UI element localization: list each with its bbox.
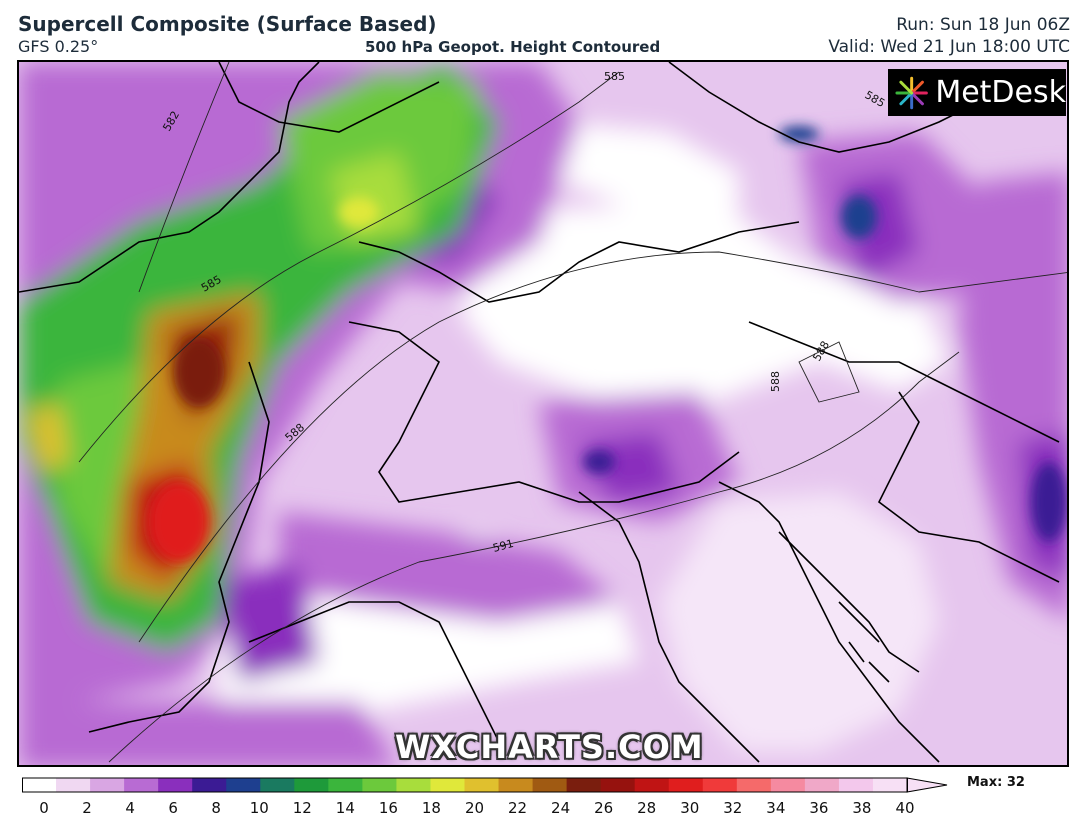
scale-tick-label: 26 bbox=[594, 799, 613, 817]
scale-tick-label: 0 bbox=[39, 799, 49, 817]
color-swatch bbox=[873, 778, 908, 792]
color-swatch bbox=[226, 778, 261, 792]
color-swatch bbox=[839, 778, 874, 792]
color-swatch bbox=[56, 778, 91, 792]
scale-tick-label: 32 bbox=[723, 799, 742, 817]
valid-time: Valid: Wed 21 Jun 18:00 UTC bbox=[828, 37, 1070, 57]
scale-tick-label: 2 bbox=[82, 799, 92, 817]
color-swatch bbox=[90, 778, 125, 792]
model-label: GFS 0.25° bbox=[18, 37, 98, 56]
color-swatch bbox=[533, 778, 568, 792]
scale-tick-label: 28 bbox=[637, 799, 656, 817]
scale-tick-label: 4 bbox=[125, 799, 135, 817]
color-swatch bbox=[669, 778, 704, 792]
contour-label: 588 bbox=[769, 371, 782, 392]
color-swatch bbox=[124, 778, 159, 792]
color-swatch bbox=[22, 778, 57, 792]
color-swatch bbox=[737, 778, 772, 792]
scale-tick-label: 8 bbox=[211, 799, 221, 817]
logo-text: MetDesk bbox=[935, 75, 1066, 110]
contour-label: 585 bbox=[604, 70, 625, 83]
scale-tick-label: 10 bbox=[250, 799, 269, 817]
max-value-label: Max: 32 bbox=[967, 775, 1025, 790]
scale-tick-label: 16 bbox=[379, 799, 398, 817]
color-swatch bbox=[499, 778, 534, 792]
scale-arrow bbox=[907, 778, 947, 792]
color-swatch bbox=[465, 778, 500, 792]
scale-tick-label: 34 bbox=[766, 799, 785, 817]
scale-tick-label: 20 bbox=[465, 799, 484, 817]
color-swatch bbox=[328, 778, 363, 792]
scale-tick-label: 38 bbox=[852, 799, 871, 817]
color-scale-bar bbox=[22, 776, 952, 796]
color-swatch bbox=[430, 778, 465, 792]
color-swatch bbox=[703, 778, 738, 792]
scale-tick-label: 30 bbox=[680, 799, 699, 817]
color-swatch bbox=[567, 778, 602, 792]
scale-tick-label: 14 bbox=[336, 799, 355, 817]
color-swatch bbox=[396, 778, 431, 792]
scale-tick-label: 36 bbox=[809, 799, 828, 817]
color-swatch bbox=[362, 778, 397, 792]
scale-tick-label: 40 bbox=[895, 799, 914, 817]
run-time: Run: Sun 18 Jun 06Z bbox=[896, 15, 1070, 35]
color-scale-ticks: 0 2 4 6 8 10 12 14 16 18 20 22 24 26 28 30 32 34 36 38 40 bbox=[0, 799, 1088, 819]
logo-burst-icon bbox=[894, 75, 929, 111]
chart-title: Supercell Composite (Surface Based) bbox=[18, 12, 437, 36]
color-swatch bbox=[601, 778, 636, 792]
map-canvas: 582 585 585 585 588 588 588 591 bbox=[19, 62, 1069, 767]
scale-tick-label: 24 bbox=[551, 799, 570, 817]
metdesk-logo: MetDesk bbox=[888, 69, 1066, 116]
color-swatch bbox=[294, 778, 329, 792]
scale-tick-label: 12 bbox=[293, 799, 312, 817]
color-swatch bbox=[635, 778, 670, 792]
color-swatch bbox=[192, 778, 227, 792]
color-swatch bbox=[158, 778, 193, 792]
contour-description: 500 hPa Geopot. Height Contoured bbox=[365, 38, 660, 56]
color-swatch bbox=[805, 778, 840, 792]
map-area[interactable]: 582 585 585 585 588 588 588 591 bbox=[17, 60, 1069, 767]
scale-tick-label: 22 bbox=[508, 799, 527, 817]
scale-tick-label: 18 bbox=[422, 799, 441, 817]
scale-tick-label: 6 bbox=[168, 799, 178, 817]
color-swatch bbox=[260, 778, 295, 792]
watermark: WXCHARTS.COM bbox=[395, 728, 704, 766]
color-swatch bbox=[771, 778, 806, 792]
